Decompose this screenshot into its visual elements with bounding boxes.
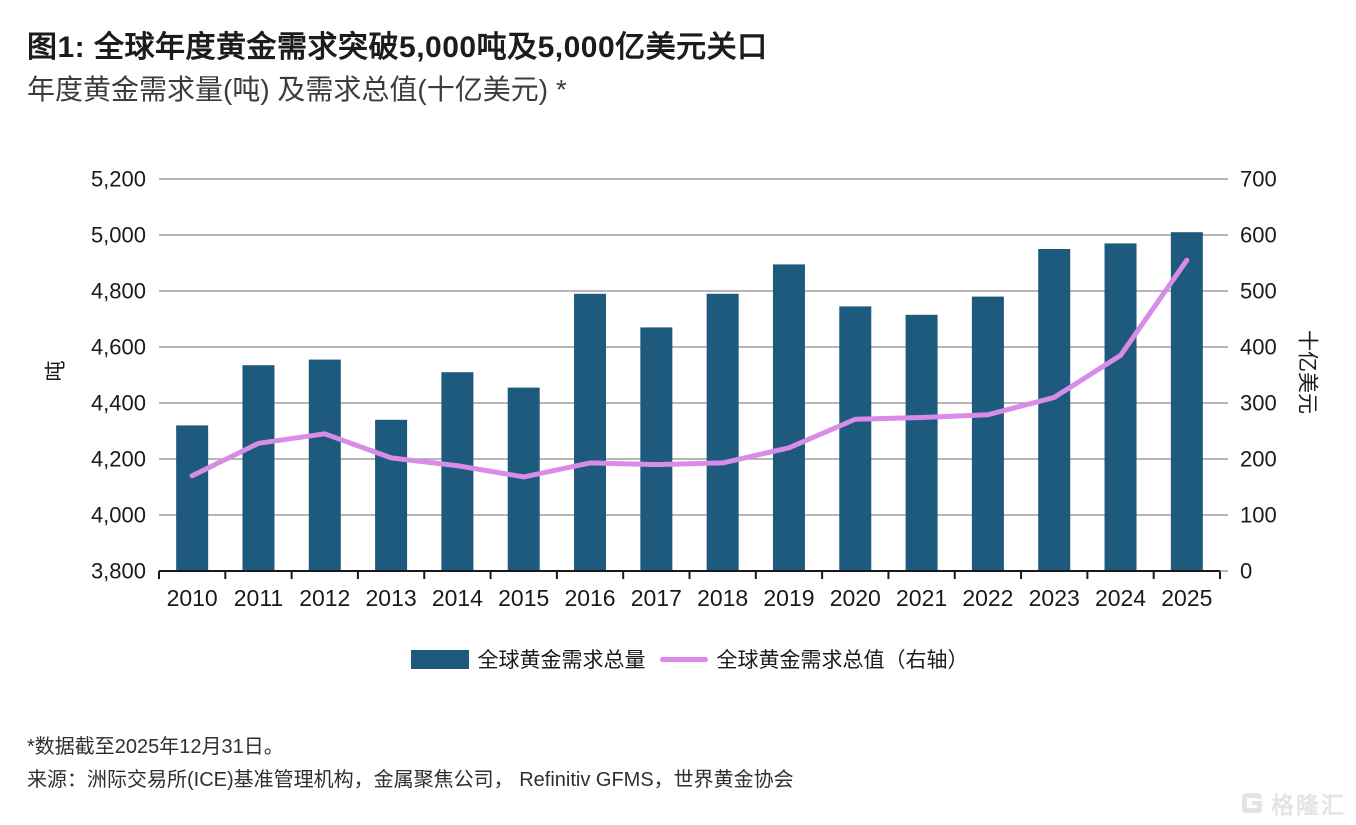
chart-subtitle: 年度黄金需求量(吨) 及需求总值(十亿美元) * <box>27 74 567 105</box>
bar-2017 <box>640 327 673 571</box>
right-axis-tick-label: 600 <box>1240 223 1277 248</box>
bar-2018 <box>706 293 739 571</box>
left-axis-tick-label: 4,000 <box>91 503 146 528</box>
bar-2022 <box>971 296 1004 571</box>
right-axis-tick-label: 300 <box>1240 391 1277 416</box>
legend-item-bars: 全球黄金需求总量 <box>410 644 646 674</box>
footnote-source: 来源：洲际交易所(ICE)基准管理机构，金属聚焦公司， Refinitiv GF… <box>27 769 794 791</box>
x-axis-label-2013: 2013 <box>366 585 417 611</box>
demand-value-line <box>189 257 1190 480</box>
bar-2012 <box>308 359 341 571</box>
bar-series-swatch <box>410 649 469 669</box>
bar-2021 <box>905 314 938 571</box>
bar-2020 <box>839 306 872 571</box>
legend-line-label: 全球黄金需求总值（右轴） <box>716 649 969 672</box>
watermark-text: 格隆汇 <box>1271 792 1346 818</box>
left-axis-tick-label: 4,600 <box>91 335 146 360</box>
legend-bars-label: 全球黄金需求总量 <box>477 649 646 672</box>
x-axis-label-2024: 2024 <box>1095 585 1146 611</box>
line-series-swatch <box>659 656 708 662</box>
bar-2023 <box>1038 249 1071 571</box>
x-axis-label-2014: 2014 <box>432 585 483 611</box>
bar-2013 <box>375 419 408 571</box>
x-axis-label-2016: 2016 <box>564 585 615 611</box>
right-axis-tick-label: 400 <box>1240 335 1277 360</box>
x-axis-label-2011: 2011 <box>234 585 283 611</box>
x-axis-label-2018: 2018 <box>697 585 748 611</box>
left-axis-tick-label: 4,200 <box>91 447 146 472</box>
x-axis-label-2012: 2012 <box>299 585 350 611</box>
left-axis-tick-label: 5,000 <box>91 223 146 248</box>
x-axis-label-2017: 2017 <box>631 585 682 611</box>
bar-2011 <box>242 365 275 571</box>
watermark: 格隆汇 <box>1239 786 1346 820</box>
footnote-data-cutoff: *数据截至2025年12月31日。 <box>27 736 284 758</box>
right-axis-tick-label: 700 <box>1240 167 1277 192</box>
bar-2024 <box>1104 243 1137 571</box>
right-axis-tick-label: 0 <box>1240 559 1252 584</box>
left-axis-title: 吨 <box>45 361 68 382</box>
right-axis-tick-label: 100 <box>1240 503 1277 528</box>
bar-2016 <box>574 293 607 571</box>
left-axis-tick-label: 4,400 <box>91 391 146 416</box>
bar-2025 <box>1170 232 1203 571</box>
x-axis-label-2015: 2015 <box>498 585 549 611</box>
x-axis-label-2019: 2019 <box>763 585 814 611</box>
chart-legend: 全球黄金需求总量 全球黄金需求总值（右轴） <box>159 642 1220 676</box>
x-axis-label-2022: 2022 <box>962 585 1013 611</box>
left-axis-tick-label: 5,200 <box>91 167 146 192</box>
chart-title: 图1: 全球年度黄金需求突破5,000吨及5,000亿美元关口 <box>27 31 768 64</box>
left-axis-tick-label: 4,800 <box>91 279 146 304</box>
gelonghui-logo-icon <box>1242 793 1262 813</box>
bar-2014 <box>441 372 474 571</box>
x-axis-label-2021: 2021 <box>896 585 947 611</box>
x-axis-label-2025: 2025 <box>1161 585 1212 611</box>
legend-item-line: 全球黄金需求总值（右轴） <box>659 644 969 674</box>
right-axis-tick-label: 500 <box>1240 279 1277 304</box>
bar-2010 <box>176 425 209 571</box>
x-axis-label-2023: 2023 <box>1029 585 1080 611</box>
right-axis-title: 十亿美元 <box>1296 330 1319 414</box>
bar-2019 <box>772 264 805 571</box>
right-axis-tick-label: 200 <box>1240 447 1277 472</box>
x-axis-label-2020: 2020 <box>830 585 881 611</box>
x-axis-label-2010: 2010 <box>167 585 218 611</box>
left-axis-tick-label: 3,800 <box>91 559 146 584</box>
